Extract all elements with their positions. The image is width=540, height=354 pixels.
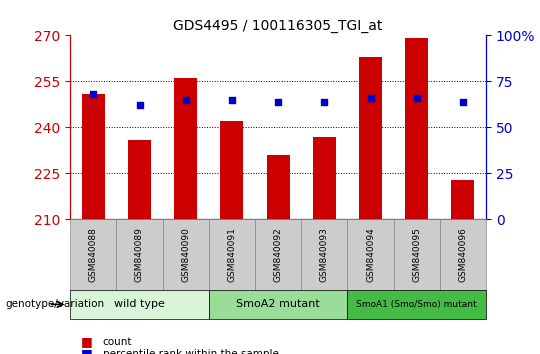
Bar <box>174 78 197 219</box>
Text: percentile rank within the sample: percentile rank within the sample <box>103 349 279 354</box>
Point <box>135 103 144 108</box>
Bar <box>405 39 428 219</box>
Text: GSM840088: GSM840088 <box>89 227 98 282</box>
Text: SmoA1 (Smo/Smo) mutant: SmoA1 (Smo/Smo) mutant <box>356 300 477 309</box>
Point <box>413 95 421 101</box>
Point <box>458 99 467 104</box>
Bar <box>313 137 336 219</box>
Text: GSM840093: GSM840093 <box>320 227 329 282</box>
Bar <box>451 179 475 219</box>
Text: count: count <box>103 337 132 347</box>
Text: ■: ■ <box>81 348 93 354</box>
Point <box>181 97 190 103</box>
Text: GSM840094: GSM840094 <box>366 228 375 282</box>
Point <box>227 97 236 103</box>
Bar <box>267 155 289 219</box>
Text: wild type: wild type <box>114 299 165 309</box>
Point <box>366 95 375 101</box>
Bar <box>359 57 382 219</box>
Bar <box>220 121 244 219</box>
Bar <box>82 94 105 219</box>
Text: GSM840096: GSM840096 <box>458 227 468 282</box>
Point <box>89 91 98 97</box>
Text: ■: ■ <box>81 335 93 348</box>
Text: SmoA2 mutant: SmoA2 mutant <box>236 299 320 309</box>
Text: GSM840089: GSM840089 <box>135 227 144 282</box>
Title: GDS4495 / 100116305_TGI_at: GDS4495 / 100116305_TGI_at <box>173 19 383 33</box>
Text: GSM840091: GSM840091 <box>227 227 237 282</box>
Text: GSM840092: GSM840092 <box>274 228 282 282</box>
Point <box>274 99 282 104</box>
Text: GSM840095: GSM840095 <box>412 227 421 282</box>
Point <box>320 99 329 104</box>
Bar <box>128 140 151 219</box>
Text: GSM840090: GSM840090 <box>181 227 190 282</box>
Text: genotype/variation: genotype/variation <box>5 299 105 309</box>
